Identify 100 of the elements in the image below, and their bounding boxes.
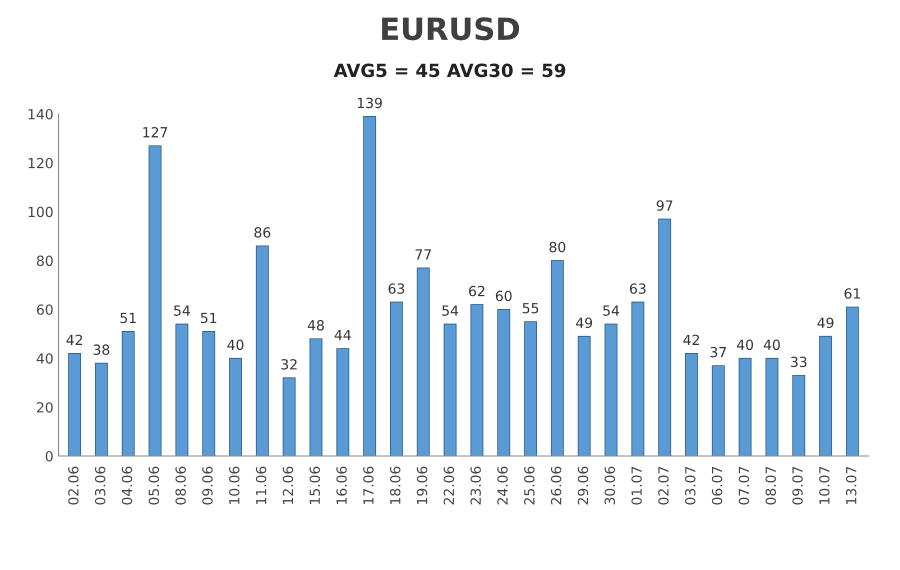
x-tick-label: 08.06	[175, 466, 186, 505]
bar	[444, 324, 457, 456]
bar	[604, 324, 618, 456]
x-tick-label: 05.06	[148, 466, 160, 505]
bar	[68, 352, 82, 456]
bar	[363, 116, 376, 456]
y-tick-label: 20	[36, 402, 53, 413]
x-tick-label: 16.06	[336, 466, 347, 504]
bar	[148, 145, 162, 456]
x-tick-label: 26.06	[550, 466, 562, 504]
data-label: 54	[603, 306, 620, 316]
x-tick-label: 30.06	[604, 466, 616, 504]
y-tick-label: 0	[46, 450, 53, 462]
x-tick-label: 12.06	[282, 466, 294, 504]
x-tick-label: 04.06	[122, 466, 132, 505]
bar	[94, 362, 108, 456]
bar	[175, 324, 188, 456]
bar	[282, 377, 296, 456]
bar	[765, 358, 778, 456]
x-tick-label: 19.06	[416, 466, 428, 504]
data-label: 51	[200, 312, 216, 324]
data-label: 42	[683, 334, 699, 345]
data-label: 86	[254, 227, 270, 238]
data-label: 48	[308, 320, 324, 330]
x-tick-label: 13.07	[846, 466, 856, 504]
bar	[685, 352, 698, 456]
bar	[390, 302, 403, 456]
x-tick-label: 15.06	[310, 466, 320, 504]
x-tick-label: 06.07	[712, 466, 722, 505]
bar	[470, 304, 484, 456]
x-tick-label: 23.06	[470, 466, 481, 504]
x-tick-label: 08.07	[765, 466, 776, 505]
data-label: 127	[143, 127, 168, 138]
data-label: 61	[844, 288, 860, 299]
bar	[819, 336, 832, 456]
chart-title: EURUSD	[382, 17, 520, 40]
data-label: 80	[549, 242, 566, 252]
bar	[631, 302, 644, 456]
data-label: 55	[522, 303, 538, 314]
data-label: 42	[66, 334, 82, 345]
y-tick-label: 140	[28, 108, 53, 120]
x-tick-label: 02.06	[68, 466, 79, 505]
x-tick-label: 11.06	[256, 466, 266, 504]
y-tick-label: 120	[28, 158, 53, 168]
chart-subtitle: AVG5 = 45 AVG30 = 59	[334, 64, 566, 78]
data-label: 40	[736, 340, 754, 350]
bar	[846, 306, 859, 456]
data-label: 77	[416, 249, 431, 260]
x-tick-label: 10.06	[229, 466, 240, 504]
x-tick-label: 09.07	[792, 466, 803, 505]
data-label: 54	[174, 306, 190, 316]
data-label: 32	[281, 359, 297, 370]
x-tick-label: 03.07	[685, 466, 696, 505]
x-tick-label: 07.07	[738, 466, 750, 505]
bar	[256, 245, 269, 456]
data-label: 49	[576, 318, 592, 328]
bar	[416, 267, 430, 456]
data-label: 33	[790, 356, 806, 368]
bar	[578, 336, 591, 456]
data-label: 139	[358, 98, 382, 108]
bar	[310, 338, 322, 456]
bar	[524, 321, 538, 456]
y-tick-label: 60	[36, 304, 53, 315]
y-tick-label: 40	[36, 353, 53, 364]
x-tick-label: 03.06	[94, 466, 106, 505]
y-tick-label: 80	[36, 256, 53, 266]
data-label: 38	[94, 344, 110, 355]
x-tick-label: 09.06	[202, 466, 213, 505]
data-label: 63	[630, 283, 646, 294]
data-label: 54	[442, 306, 458, 316]
bar	[497, 309, 510, 456]
data-label: 40	[227, 340, 244, 350]
data-label: 37	[710, 346, 726, 358]
bar	[658, 218, 672, 456]
data-label: 51	[120, 312, 136, 324]
x-tick-label: 10.07	[819, 466, 830, 504]
data-label: 97	[656, 200, 672, 211]
x-tick-label: 25.06	[524, 466, 535, 504]
x-tick-label: 24.06	[497, 466, 508, 504]
bar	[712, 365, 725, 456]
bar	[229, 358, 242, 456]
bar	[122, 330, 135, 456]
x-tick-label: 17.06	[363, 466, 374, 504]
bar	[738, 358, 752, 456]
data-label: 49	[817, 318, 834, 328]
data-label: 62	[469, 286, 484, 296]
x-tick-label: 18.06	[390, 466, 400, 504]
data-label: 44	[334, 330, 351, 340]
x-tick-label: 01.07	[631, 466, 642, 505]
bar	[550, 260, 564, 456]
x-tick-label: 22.06	[444, 466, 454, 504]
bar	[202, 330, 216, 456]
x-tick-label: 02.07	[658, 466, 669, 505]
x-tick-label: 29.06	[578, 466, 588, 504]
bar	[336, 348, 350, 456]
y-tick-label: 100	[28, 206, 53, 218]
data-label: 60	[496, 290, 512, 302]
data-label: 63	[388, 283, 404, 294]
bar	[792, 374, 806, 456]
data-label: 40	[764, 340, 780, 350]
